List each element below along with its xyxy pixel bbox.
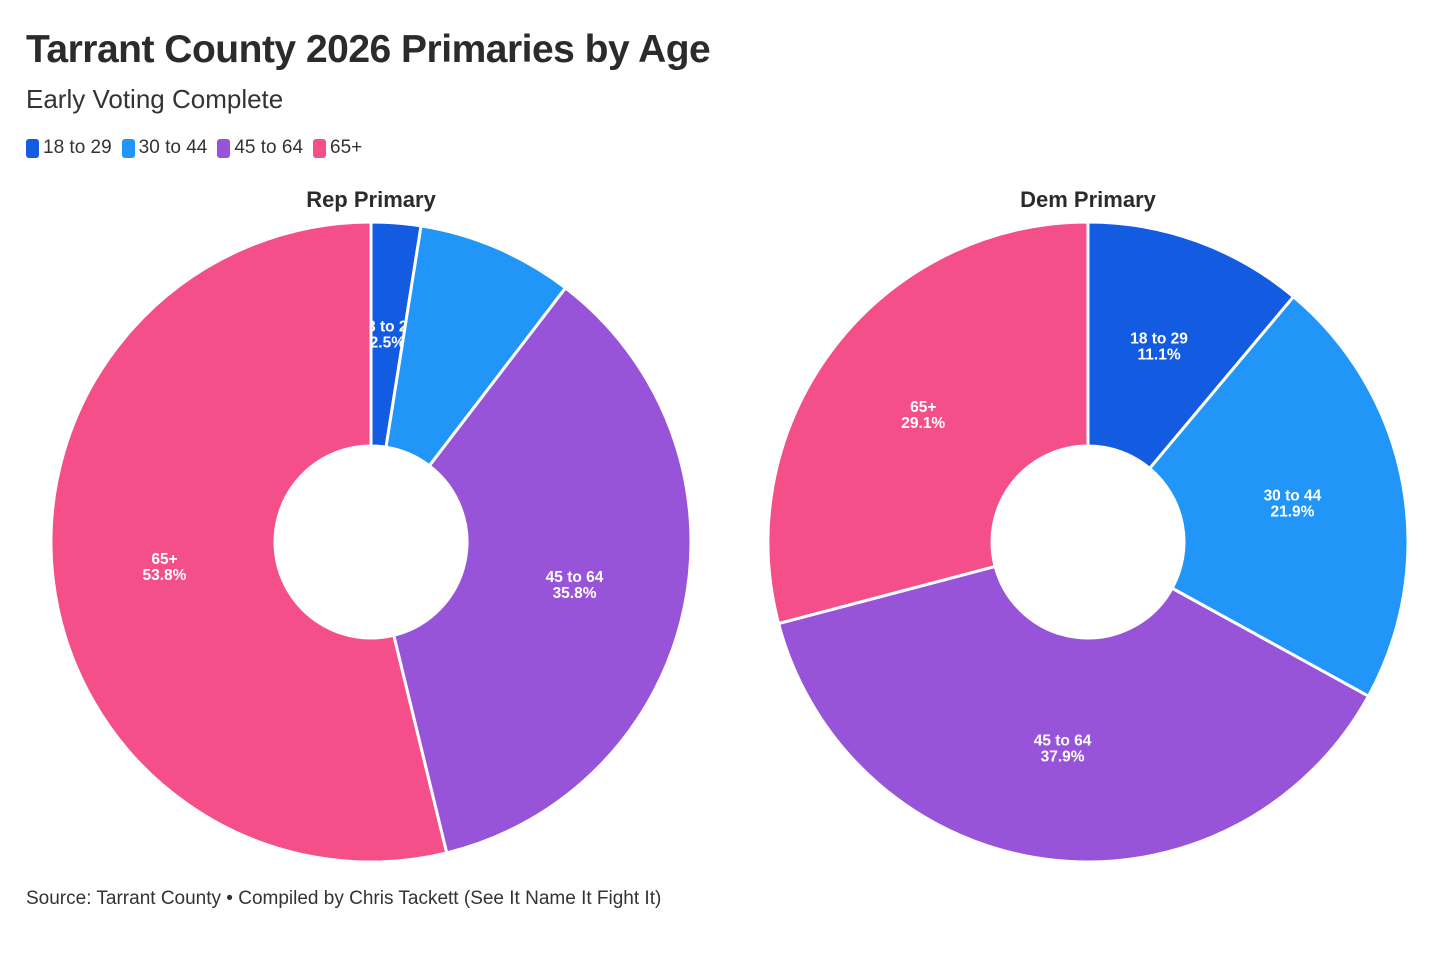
slice-30-to-44 [1148, 295, 1410, 698]
slice-label: 65+ [151, 551, 177, 568]
legend-item: 65+ [313, 137, 362, 159]
slice-45-to-64 [392, 286, 693, 855]
slice-label: 45 to 64 [1034, 732, 1092, 749]
source-note: Source: Tarrant County • Compiled by Chr… [26, 888, 662, 909]
slice-45-to-64 [777, 564, 1370, 864]
legend-label: 18 to 29 [43, 137, 112, 158]
legend-swatch [217, 138, 231, 158]
slice-label: 30 to 44 [1264, 488, 1322, 505]
chart-subtitle: Early Voting Complete [26, 84, 284, 114]
slice-label: 45 to 64 [546, 569, 604, 586]
legend-swatch [121, 138, 135, 158]
chart-title: Dem Primary [1020, 187, 1157, 212]
slice-65- [766, 220, 1090, 626]
legend-item: 45 to 64 [217, 137, 303, 159]
chart-title: Tarrant County 2026 Primaries by Age [26, 28, 711, 71]
slice-value: 29.1% [901, 415, 945, 432]
slice-value: 37.9% [1041, 748, 1085, 765]
slice-value: 21.9% [1270, 504, 1314, 521]
legend-item: 18 to 29 [26, 137, 112, 159]
legend-swatch [26, 138, 39, 158]
slice-value: 11.1% [1138, 347, 1181, 364]
legend-label: 45 to 64 [234, 137, 304, 158]
legend: 18 to 29 30 to 44 45 to 64 65+ [26, 137, 362, 159]
legend-label: 30 to 44 [138, 137, 208, 158]
slice-30-to-44 [384, 224, 568, 468]
slice-value: 2.5% [370, 335, 406, 352]
legend-item: 30 to 44 [121, 137, 208, 159]
slice-label: 65+ [910, 399, 936, 416]
legend-swatch [313, 138, 327, 158]
slice-value: 53.8% [143, 567, 187, 584]
slice-65- [49, 220, 449, 864]
legend-label: 65+ [330, 137, 363, 158]
slice-value: 35.8% [553, 585, 597, 602]
slice-label: 18 to 29 [1130, 331, 1188, 348]
chart-title: Rep Primary [306, 187, 436, 212]
slice-18-to-29 [1086, 220, 1296, 470]
